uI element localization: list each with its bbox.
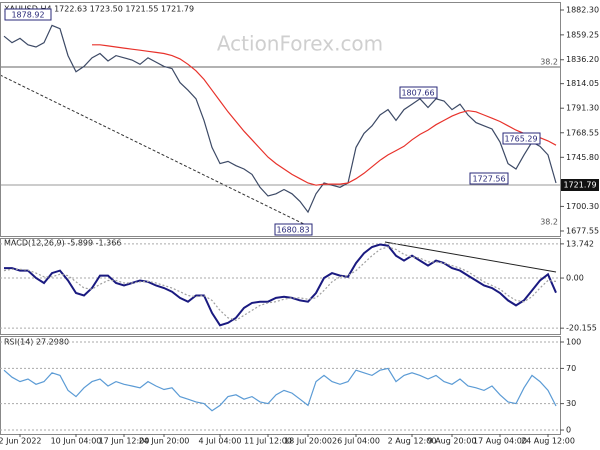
x-tick-label: 17 Aug 04:00 xyxy=(473,437,527,446)
annotation: 38.2 xyxy=(540,218,558,227)
y-tick-label: 1791.30 xyxy=(566,104,599,113)
x-tick-label: 26 Jul 04:00 xyxy=(332,437,380,446)
x-tick-label: 4 Jul 04:00 xyxy=(199,437,242,446)
x-tick-label: 2 Aug 12:00 xyxy=(388,437,437,446)
series-line xyxy=(4,243,557,327)
series-line xyxy=(92,44,557,186)
series-line xyxy=(3,24,557,214)
y-tick-label: 100 xyxy=(566,337,581,346)
y-tick-label: 70 xyxy=(566,364,576,373)
y-tick-label: 1859.25 xyxy=(566,30,599,39)
label-box xyxy=(4,8,52,21)
panel-frame xyxy=(0,336,561,435)
y-tick-label: 1836.20 xyxy=(566,55,599,64)
annotations: 1878.92 1807.66 1765.29 1727.56 1680.83 … xyxy=(4,8,599,236)
annotation: 1807.66 xyxy=(401,89,434,98)
label-box xyxy=(469,172,509,185)
x-tick-label: 24 Aug 12:00 xyxy=(521,437,575,446)
panel-frame xyxy=(0,238,561,335)
x-tick-label: 18 Jul 20:00 xyxy=(284,437,332,446)
annotation: 1878.92 xyxy=(11,11,44,20)
panel-frame xyxy=(0,2,561,237)
annotation: 38.2 xyxy=(540,58,558,67)
label-box xyxy=(502,132,541,145)
trend-line xyxy=(0,74,313,229)
x-tick-label: 11 Jul 12:00 xyxy=(244,437,292,446)
watermark: ActionForex.com xyxy=(217,32,383,56)
label-box xyxy=(399,86,438,99)
x-tick-label: 10 Jun 04:00 xyxy=(51,437,102,446)
y-tick-label: 1882.30 xyxy=(566,5,599,14)
price-box xyxy=(561,179,599,191)
y-tick-label: 1768.55 xyxy=(566,128,599,137)
x-tick-label: 24 Jun 20:00 xyxy=(139,437,190,446)
panel-title: XAUUSD,H4 1722.63 1723.50 1721.55 1721.7… xyxy=(4,5,194,14)
x-tick-label: 17 Jun 12:00 xyxy=(99,437,150,446)
label-box xyxy=(274,223,313,236)
x-tick-label: 9 Aug 20:00 xyxy=(428,437,477,446)
y-tick-label: 1700.30 xyxy=(566,202,599,211)
y-tick-label: 0 xyxy=(566,426,571,435)
annotation: 1727.56 xyxy=(472,175,505,184)
panel-title: MACD(12,26,9) -5.899 -1.366 xyxy=(4,239,121,248)
series-line xyxy=(3,246,557,321)
y-tick-label: 1814.05 xyxy=(566,79,599,88)
y-tick-label: 1745.80 xyxy=(566,153,599,162)
y-tick-label: 0.00 xyxy=(566,274,584,283)
y-tick-label: 1677.55 xyxy=(566,226,599,235)
y-tick-label: -20.155 xyxy=(566,324,597,333)
series-line xyxy=(3,367,557,412)
annotation: 1765.29 xyxy=(504,135,537,144)
trend-line xyxy=(384,241,557,273)
y-tick-label: 13.742 xyxy=(566,239,594,248)
y-tick-label: 30 xyxy=(566,399,576,408)
annotation: 1680.83 xyxy=(276,226,309,235)
x-tick-label: 2 Jun 2022 xyxy=(0,437,42,446)
current-price: 1721.79 xyxy=(563,181,596,190)
